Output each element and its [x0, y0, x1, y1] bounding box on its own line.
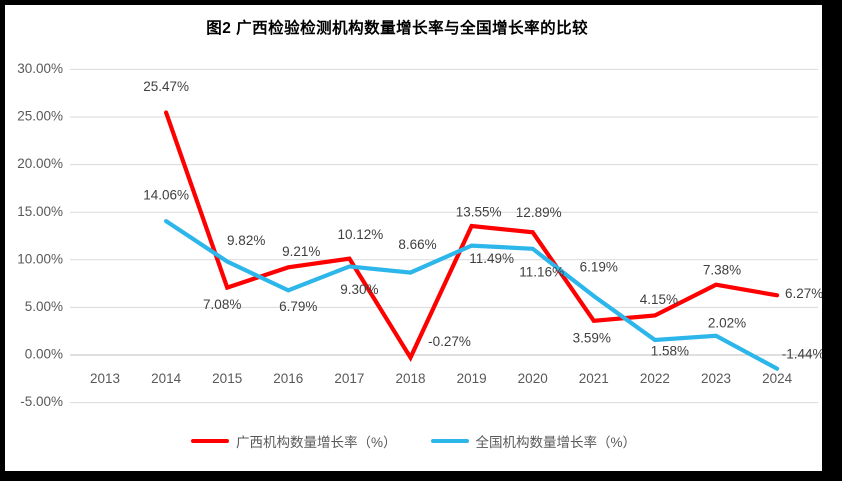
x-tick-label: 2018: [395, 371, 425, 386]
data-label: 6.27%: [785, 286, 822, 301]
guangxi-line-swatch-icon: [190, 439, 229, 443]
data-label: 7.38%: [703, 262, 741, 277]
data-label: -1.44%: [782, 346, 822, 361]
y-tick-label: 25.00%: [17, 109, 63, 124]
chart-frame: 30.00% 25.00% 20.00% 15.00% 10.00% 5.00% 0.00%…: [5, 5, 822, 471]
data-label: 3.59%: [573, 330, 611, 345]
data-label: 14.06%: [143, 188, 189, 203]
data-label: 9.21%: [282, 244, 320, 259]
x-tick-label: 2017: [334, 371, 364, 386]
y-tick-label: 5.00%: [25, 299, 63, 314]
data-label: 13.55%: [456, 205, 502, 220]
x-tick-label: 2013: [90, 371, 120, 386]
x-tick-label: 2019: [457, 371, 487, 386]
x-tick-label: 2014: [151, 371, 182, 386]
chart-title: 图2 广西检验检测机构数量增长率与全国增长率的比较: [206, 20, 589, 37]
data-label: 6.19%: [580, 260, 618, 275]
y-tick-label: 30.00%: [17, 61, 63, 76]
data-label: 11.49%: [469, 251, 514, 266]
series-line-1: [164, 219, 780, 371]
y-tick-label: 15.00%: [17, 204, 63, 219]
legend-label-guangxi: 广西机构数量增长率（%）: [235, 435, 397, 450]
legend-item-guangxi: 广西机构数量增长率（%）: [190, 431, 397, 451]
y-tick-label: 10.00%: [17, 251, 63, 266]
national-line-swatch-icon: [430, 439, 469, 443]
legend-label-national: 全国机构数量增长率（%）: [475, 435, 637, 450]
data-label: 25.47%: [143, 79, 189, 94]
y-tick-label: -5.00%: [20, 394, 63, 409]
x-tick-label: 2024: [762, 371, 793, 386]
y-tick-label: 0.00%: [25, 347, 63, 362]
data-label: 7.08%: [203, 297, 241, 312]
x-tick-label: 2020: [518, 371, 548, 386]
x-tick-label: 2021: [579, 371, 609, 386]
x-tick-label: 2023: [701, 371, 731, 386]
data-label: 12.89%: [516, 205, 562, 220]
legend-item-national: 全国机构数量增长率（%）: [430, 431, 637, 451]
data-label: 8.66%: [398, 237, 436, 252]
data-label: 9.82%: [227, 233, 265, 248]
x-tick-label: 2022: [640, 371, 670, 386]
data-label: 10.12%: [338, 227, 384, 242]
y-tick-label: 20.00%: [17, 156, 63, 171]
data-label: 1.58%: [651, 344, 689, 359]
data-label: 4.15%: [640, 292, 678, 307]
data-label: 6.79%: [279, 299, 317, 314]
data-label: -0.27%: [428, 334, 471, 349]
x-tick-label: 2015: [212, 371, 242, 386]
data-label: 2.02%: [708, 315, 746, 330]
x-tick-label: 2016: [273, 371, 303, 386]
data-label: 11.16%: [519, 264, 564, 279]
series-line-0: [164, 110, 780, 362]
chart-legend: 广西机构数量增长率（%） 全国机构数量增长率（%）: [5, 431, 822, 451]
data-label: 9.30%: [340, 282, 378, 297]
line-chart: 30.00% 25.00% 20.00% 15.00% 10.00% 5.00% 0.00%…: [17, 61, 822, 409]
